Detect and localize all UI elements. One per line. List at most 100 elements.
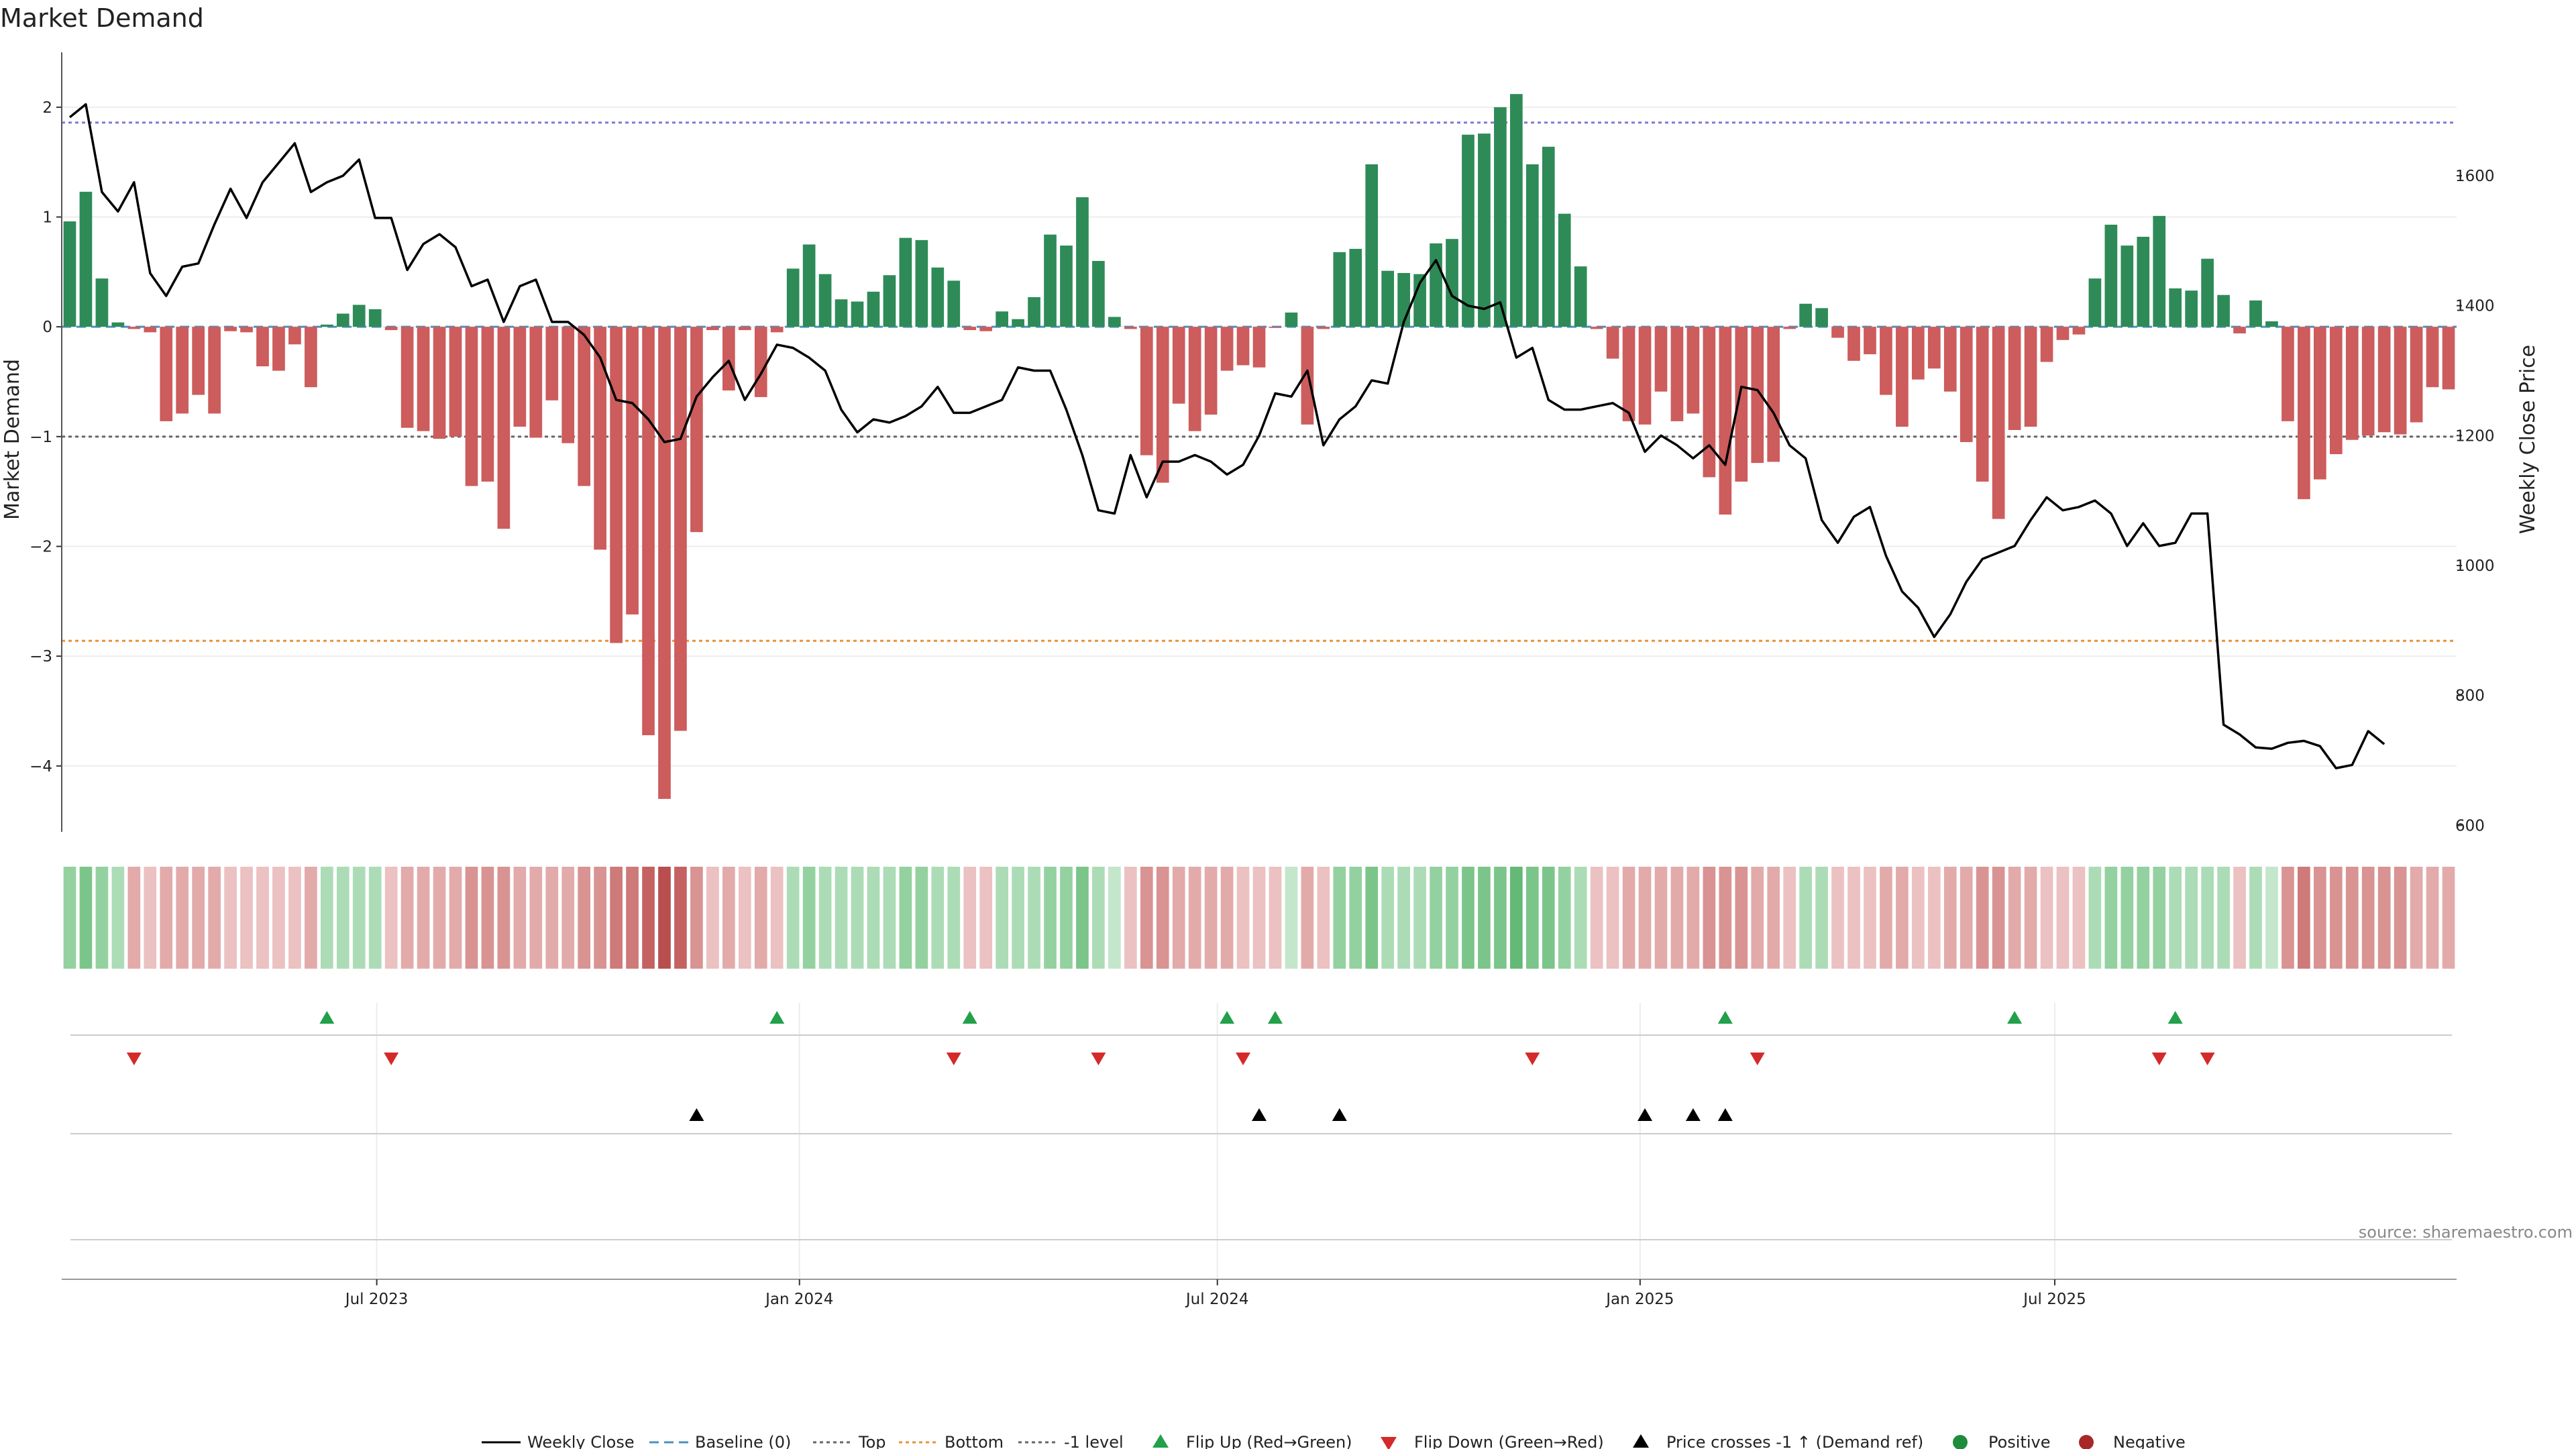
legend-baseline: Baseline (0) <box>695 1433 791 1449</box>
demand-bar <box>1606 327 1619 359</box>
price-cross-marker <box>1638 1108 1653 1121</box>
demand-bar <box>706 327 719 331</box>
close-price-line <box>68 103 2385 769</box>
heat-cell <box>1783 867 1796 969</box>
demand-bar <box>2153 215 2166 327</box>
demand-bar <box>288 327 301 345</box>
demand-bar <box>320 324 333 327</box>
heat-cell <box>176 867 189 969</box>
demand-bar <box>658 327 671 799</box>
demand-bar <box>1525 164 1539 327</box>
demand-bar <box>642 327 655 735</box>
heat-cell <box>626 867 639 969</box>
heat-cell <box>1815 867 1828 969</box>
heat-cell <box>1124 867 1137 969</box>
heat-cell <box>578 867 591 969</box>
demand-bar <box>400 327 414 428</box>
heat-cell <box>770 867 784 969</box>
demand-bar <box>1927 327 1941 369</box>
heat-cell <box>1333 867 1346 969</box>
demand-bar <box>722 327 735 391</box>
demand-bar <box>899 237 912 327</box>
y-axis-left-title: Market Demand <box>1 359 24 520</box>
demand-bar <box>465 327 478 486</box>
demand-bar <box>802 244 816 327</box>
heat-cell <box>240 867 253 969</box>
heat-cell <box>1831 867 1844 969</box>
demand-bar <box>2394 327 2407 435</box>
demand-bar <box>1976 327 1989 482</box>
flip-down-marker <box>2151 1053 2167 1065</box>
heat-cell <box>481 867 494 969</box>
heat-cell <box>1028 867 1040 969</box>
demand-bar <box>2104 224 2118 327</box>
demand-bar <box>1783 327 1796 329</box>
legend: Weekly Close Baseline (0) Top Bottom -1 … <box>482 1433 2186 1449</box>
heat-cell <box>63 867 76 969</box>
demand-bar <box>867 291 880 327</box>
y-axis-right-title: Weekly Close Price <box>2516 345 2540 534</box>
heat-cell <box>899 867 912 969</box>
heat-cell <box>2169 867 2182 969</box>
demand-bar <box>1397 272 1410 327</box>
heat-cell <box>1236 867 1250 969</box>
heat-cell <box>2345 867 2359 969</box>
demand-bar <box>2265 321 2278 327</box>
heat-cell <box>288 867 301 969</box>
flip-up-marker <box>2167 1011 2183 1024</box>
demand-bar <box>1124 327 1137 329</box>
price-cross-marker <box>689 1108 704 1121</box>
x-tick-label: Jan 2025 <box>1605 1291 1674 1308</box>
heat-cell <box>1622 867 1635 969</box>
demand-bar <box>1896 327 1909 427</box>
x-tick-label: Jan 2024 <box>764 1291 833 1308</box>
demand-bar <box>449 327 462 437</box>
demand-bar <box>2426 327 2439 388</box>
heat-cell <box>2040 867 2053 969</box>
heat-cell <box>224 867 237 969</box>
demand-bar <box>2121 246 2134 327</box>
demand-bar <box>1172 327 1185 404</box>
demand-bar <box>1044 234 1057 327</box>
demand-bar <box>1012 319 1024 327</box>
legend-price-cross: Price crosses -1 ↑ (Demand ref) <box>1666 1433 1923 1449</box>
legend-weekly-close: Weekly Close <box>527 1433 635 1449</box>
heat-cell <box>1060 867 1073 969</box>
y-tick-label-left: −1 <box>30 429 52 446</box>
heat-cell <box>144 867 157 969</box>
demand-bar <box>1333 252 1346 327</box>
demand-bar <box>1028 297 1040 327</box>
heat-cell <box>497 867 511 969</box>
x-tick-label: Jul 2024 <box>1185 1291 1249 1308</box>
demand-bar <box>578 327 591 486</box>
heat-cell <box>1510 867 1523 969</box>
heat-cell <box>2088 867 2102 969</box>
demand-bar <box>2345 327 2359 440</box>
demand-bar <box>1558 213 1571 327</box>
heat-cell <box>2072 867 2086 969</box>
heat-cell <box>1092 867 1105 969</box>
heat-cell <box>1269 867 1282 969</box>
demand-bar <box>2024 327 2037 427</box>
demand-bar <box>1092 260 1105 327</box>
demand-bar <box>626 327 639 614</box>
heat-cell <box>2024 867 2037 969</box>
heat-cell <box>2410 867 2423 969</box>
demand-bar <box>690 327 703 533</box>
heat-cell <box>1252 867 1266 969</box>
demand-bar <box>1076 197 1089 327</box>
demand-bar <box>1831 327 1844 338</box>
demand-bar <box>1430 243 1442 327</box>
demand-bar <box>1912 327 1925 380</box>
demand-bar <box>1446 239 1458 327</box>
heat-cell <box>368 867 382 969</box>
heat-cell <box>433 867 446 969</box>
price-cross-marker <box>1332 1108 1347 1121</box>
demand-bar <box>851 301 864 327</box>
demand-bar <box>1108 317 1121 327</box>
demand-bar <box>1703 327 1716 478</box>
demand-bar <box>2313 327 2326 480</box>
demand-bar <box>1767 327 1780 462</box>
heat-cell <box>1285 867 1298 969</box>
heat-cell <box>1478 867 1491 969</box>
